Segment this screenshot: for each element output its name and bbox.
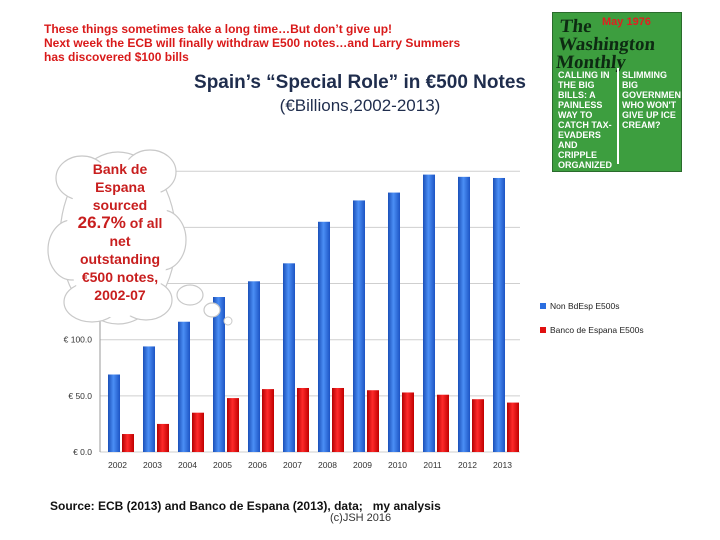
magazine-cover-image: The Washington Monthly May 1976 Calling … <box>552 12 682 172</box>
bar-non-bdesp <box>283 263 295 452</box>
copyright-note: (c)JSH 2016 <box>330 512 392 524</box>
y-tick-label: € 100.0 <box>64 335 93 345</box>
legend-swatch-red <box>540 327 546 333</box>
legend-item-banco-de-espana: Banco de Espana E500s <box>540 322 644 338</box>
magazine-date: May 1976 <box>602 16 651 28</box>
bar-banco-de-espana <box>437 394 449 452</box>
note-line-3: has discovered $100 bills <box>44 50 189 64</box>
x-tick-label: 2009 <box>353 460 372 470</box>
x-tick-label: 2007 <box>283 460 302 470</box>
x-tick-label: 2012 <box>458 460 477 470</box>
bar-banco-de-espana <box>332 387 344 452</box>
bar-banco-de-espana <box>192 412 204 452</box>
bar-banco-de-espana <box>367 390 379 452</box>
x-tick-label: 2013 <box>493 460 512 470</box>
chart-bars <box>108 174 519 453</box>
cover-left-headline: Calling in the big bills: a painless way… <box>558 70 612 172</box>
y-tick-label: € 50.0 <box>68 391 92 401</box>
y-axis-labels: € 0.0 € 50.0 € 100.0 <box>64 335 93 457</box>
bar-banco-de-espana <box>472 399 484 452</box>
bar-non-bdesp <box>493 177 505 452</box>
bar-non-bdesp <box>318 221 330 452</box>
note-line-2: Next week the ECB will finally withdraw … <box>44 36 461 50</box>
chart-title: Spain’s “Special Role” in €500 Notes <box>194 72 526 93</box>
legend-swatch-blue <box>540 303 546 309</box>
chart-subtitle: (€Billions,2002-2013) <box>279 96 441 115</box>
x-axis-labels: 2002 2003 2004 2005 2006 2007 2008 2009 2010 2011… <box>108 460 512 470</box>
legend-item-non-bdesp: Non BdEsp E500s <box>540 298 644 314</box>
x-tick-label: 2010 <box>388 460 407 470</box>
callout-percentage: 26.7% <box>77 213 126 232</box>
x-tick-label: 2003 <box>143 460 162 470</box>
bar-banco-de-espana <box>297 387 309 452</box>
bar-non-bdesp <box>388 192 400 453</box>
source-note: Source: ECB (2013) and Banco de Espana (… <box>50 499 441 513</box>
x-tick-label: 2002 <box>108 460 127 470</box>
x-tick-label: 2011 <box>423 460 442 470</box>
x-tick-label: 2006 <box>248 460 267 470</box>
bar-non-bdesp <box>458 176 470 452</box>
cover-right-headline: Slimming big government. Who won't give … <box>622 70 682 130</box>
bar-non-bdesp <box>178 321 190 452</box>
cover-divider <box>617 68 619 164</box>
x-tick-label: 2005 <box>213 460 232 470</box>
bar-banco-de-espana <box>402 392 414 452</box>
x-tick-label: 2004 <box>178 460 197 470</box>
thought-cloud <box>47 149 233 326</box>
note-line-1: These things sometimes take a long time…… <box>44 22 393 36</box>
chart-legend: Non BdEsp E500s Banco de Espana E500s <box>540 298 644 346</box>
bar-banco-de-espana <box>227 398 239 452</box>
bar-non-bdesp <box>248 281 260 452</box>
bar-banco-de-espana <box>262 389 274 452</box>
y-tick-label: € 0.0 <box>73 447 92 457</box>
bar-non-bdesp <box>353 200 365 452</box>
x-tick-label: 2008 <box>318 460 337 470</box>
thought-cloud-callout: Bank de Espana sourced 26.7% of all net … <box>77 161 163 303</box>
bar-non-bdesp <box>143 346 155 452</box>
bar-non-bdesp <box>423 174 435 452</box>
bar-banco-de-espana <box>122 434 134 452</box>
bar-non-bdesp <box>108 374 120 452</box>
headline-note: These things sometimes take a long time…… <box>44 22 564 64</box>
bar-non-bdesp <box>213 297 225 452</box>
bar-banco-de-espana <box>157 423 169 452</box>
bar-banco-de-espana <box>507 402 519 452</box>
